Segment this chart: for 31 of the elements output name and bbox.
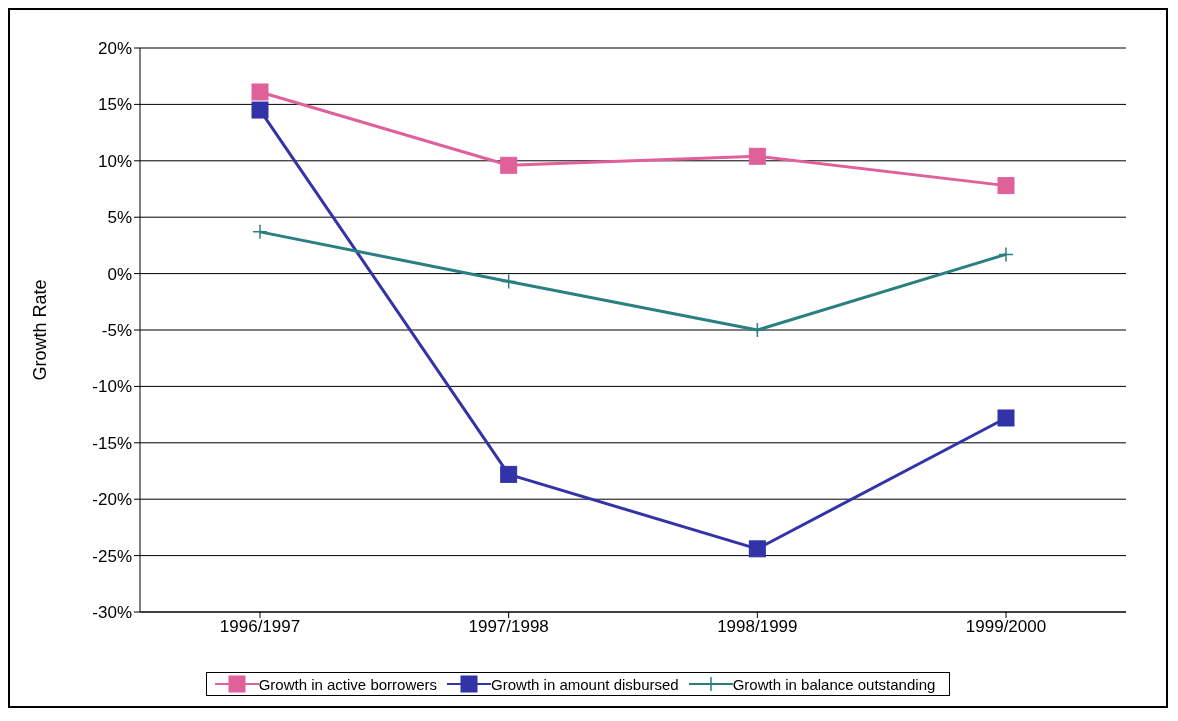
x-tick-label: 1996/1997 xyxy=(219,617,301,637)
x-tick-label: 1997/1998 xyxy=(468,617,549,637)
point xyxy=(500,156,518,174)
y-tick-label: 0% xyxy=(107,264,132,284)
point xyxy=(500,273,517,290)
x-tick-label: 1999/2000 xyxy=(965,617,1047,637)
x-tick-label: 1998/1999 xyxy=(717,617,798,637)
point xyxy=(998,246,1014,263)
point xyxy=(252,224,268,240)
y-tick-label: -15% xyxy=(92,433,132,453)
point xyxy=(748,147,766,165)
point xyxy=(251,83,269,101)
legend-label: Growth in amount disbursed xyxy=(491,675,679,693)
point xyxy=(500,465,518,483)
point xyxy=(749,322,766,338)
legend-label: Growth in balance outstanding xyxy=(732,675,936,693)
y-tick-label: 15% xyxy=(97,95,132,115)
y-tick-label: 10% xyxy=(97,151,132,171)
legend-label: Growth in active borrowers xyxy=(258,675,438,693)
point xyxy=(997,409,1015,427)
y-tick-label: 20% xyxy=(97,39,132,59)
y-tick-label: -25% xyxy=(92,546,132,566)
point xyxy=(251,101,269,119)
y-axis-title: Growth Rate xyxy=(30,279,51,381)
point xyxy=(748,540,766,558)
point xyxy=(997,177,1015,195)
y-tick-label: -10% xyxy=(92,377,132,397)
y-tick-label: -5% xyxy=(101,321,132,341)
y-tick-label: 5% xyxy=(107,208,132,228)
y-tick-label: -30% xyxy=(92,603,132,623)
y-tick-label: -20% xyxy=(92,490,132,510)
